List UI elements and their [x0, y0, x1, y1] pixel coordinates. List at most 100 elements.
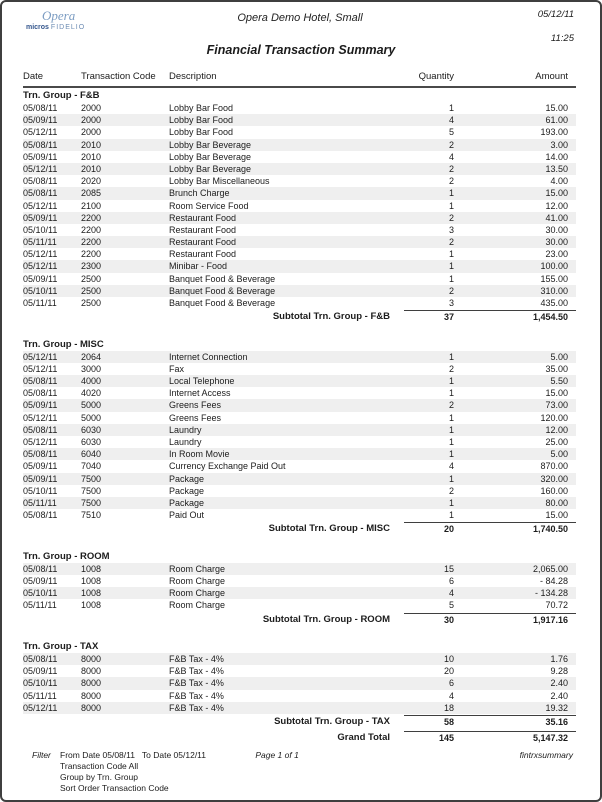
cell-date: 05/10/11 — [23, 224, 58, 235]
cell-date: 05/08/11 — [23, 176, 58, 187]
cell-code: 8000 — [81, 666, 102, 677]
cell-date: 05/12/11 — [23, 261, 58, 272]
cell-quantity: 1 — [448, 424, 454, 435]
hotel-name: Opera Demo Hotel, Small — [237, 12, 363, 24]
cell-description: Room Service Food — [169, 200, 249, 211]
cell-amount: 12.00 — [545, 200, 568, 211]
cell-quantity: 6 — [448, 678, 454, 689]
table-row: 05/09/11 5000 Greens Fees 2 73.00 — [23, 399, 576, 412]
table-row: 05/09/11 2200 Restaurant Food 2 41.00 — [23, 211, 576, 224]
cell-description: Brunch Charge — [169, 188, 230, 199]
table-row: 05/12/11 6030 Laundry 1 25.00 — [23, 436, 576, 448]
table-row: 05/09/11 2010 Lobby Bar Beverage 4 14.00 — [23, 151, 576, 163]
cell-description: Room Charge — [169, 588, 226, 599]
cell-quantity: 2 — [448, 139, 454, 150]
cell-quantity: 2 — [448, 285, 454, 296]
cell-code: 7040 — [81, 461, 102, 472]
cell-description: Lobby Bar Food — [169, 127, 234, 138]
cell-code: 7500 — [81, 485, 102, 496]
column-header-amount: Amount — [535, 71, 568, 82]
table-row: 05/12/11 8000 F&B Tax - 4% 18 19.32 — [23, 701, 576, 714]
cell-quantity: 1 — [448, 249, 454, 260]
cell-description: Restaurant Food — [169, 212, 237, 223]
cell-date: 05/11/11 — [23, 237, 57, 248]
cell-date: 05/12/11 — [23, 351, 58, 362]
cell-date: 05/08/11 — [23, 510, 58, 521]
cell-amount: 30.00 — [545, 237, 568, 248]
cell-code: 2010 — [81, 139, 102, 150]
cell-code: 1008 — [81, 563, 102, 574]
table-row: 05/10/11 2500 Banquet Food & Beverage 2 310.… — [23, 284, 576, 297]
filter-line: Transaction Code All — [60, 761, 139, 771]
cell-amount: 13.50 — [545, 163, 568, 174]
cell-description: Banquet Food & Beverage — [169, 298, 276, 308]
cell-amount: 5.50 — [550, 376, 568, 387]
cell-date: 05/09/11 — [23, 576, 58, 586]
cell-code: 8000 — [81, 654, 102, 665]
cell-quantity: 5 — [448, 600, 454, 611]
group-gap — [23, 537, 576, 549]
cell-quantity: 2 — [448, 237, 454, 248]
table-row: 05/10/11 2200 Restaurant Food 3 30.00 — [23, 224, 576, 236]
table-row: 05/09/11 2500 Banquet Food & Beverage 1 155.… — [23, 273, 576, 285]
cell-date: 05/08/11 — [23, 449, 58, 460]
total-quantity: 37 — [404, 310, 464, 325]
cell-code: 2200 — [81, 237, 102, 248]
table-row: 05/08/11 6030 Laundry 1 12.00 — [23, 423, 576, 436]
cell-date: 05/08/11 — [23, 563, 58, 574]
cell-quantity: 4 — [448, 151, 454, 162]
cell-amount: 15.00 — [545, 103, 568, 113]
cell-quantity: 1 — [448, 449, 454, 460]
group-header: Trn. Group - MISC — [23, 338, 104, 350]
table-row: 05/08/11 6040 In Room Movie 1 5.00 — [23, 448, 576, 461]
table-row: 05/08/11 2010 Lobby Bar Beverage 2 3.00 — [23, 138, 576, 151]
cell-code: 2020 — [81, 176, 102, 187]
opera-logo-text: Opera — [42, 8, 76, 23]
cell-description: Currency Exchange Paid Out — [169, 461, 286, 472]
cell-code: 2500 — [81, 273, 102, 284]
cell-date: 05/11/11 — [23, 690, 57, 701]
table-row: 05/08/11 8000 F&B Tax - 4% 10 1.76 — [23, 653, 576, 666]
cell-description: F&B Tax - 4% — [169, 702, 224, 713]
table-row: 05/10/11 1008 Room Charge 4 - 134.28 — [23, 587, 576, 600]
cell-amount: 2.40 — [550, 678, 568, 689]
cell-quantity: 1 — [448, 497, 454, 508]
table-row: 05/08/11 2085 Brunch Charge 1 15.00 — [23, 187, 576, 200]
cell-amount: 2,065.00 — [532, 563, 568, 574]
subtotal-row: Subtotal Trn. Group - MISC 20 1,740.50 — [23, 522, 576, 537]
cell-date: 05/12/11 — [23, 200, 58, 211]
total-amount: 5,147.32 — [464, 730, 576, 746]
cell-description: Room Charge — [169, 563, 226, 574]
cell-amount: 70.72 — [545, 600, 568, 611]
cell-quantity: 15 — [443, 563, 454, 574]
cell-quantity: 2 — [448, 485, 454, 496]
cell-date: 05/09/11 — [23, 461, 58, 472]
cell-quantity: 1 — [448, 510, 454, 521]
cell-description: Paid Out — [169, 510, 205, 521]
cell-amount: 2.40 — [550, 690, 568, 701]
cell-quantity: 1 — [448, 412, 454, 423]
cell-description: Restaurant Food — [169, 237, 237, 248]
cell-quantity: 1 — [448, 261, 454, 272]
filter-label: Filter — [32, 750, 51, 760]
cell-date: 05/12/11 — [23, 127, 58, 138]
table-row: 05/11/11 2500 Banquet Food & Beverage 3 435.… — [23, 297, 576, 309]
table-row: 05/09/11 1008 Room Charge 6 - 84.28 — [23, 575, 576, 587]
report-header: Opera micros FIDELIO Opera Demo Hotel, S… — [2, 2, 600, 44]
cell-amount: 35.00 — [545, 363, 568, 374]
cell-description: F&B Tax - 4% — [169, 678, 224, 689]
cell-code: 6030 — [81, 424, 102, 435]
cell-code: 7510 — [81, 510, 102, 521]
cell-date: 05/08/11 — [23, 388, 58, 399]
cell-code: 1008 — [81, 576, 102, 586]
cell-amount: 155.00 — [540, 273, 568, 284]
cell-quantity: 2 — [448, 400, 454, 411]
cell-description: Package — [169, 485, 205, 496]
cell-date: 05/09/11 — [23, 115, 58, 126]
cell-amount: 5.00 — [550, 449, 568, 460]
cell-amount: 15.00 — [545, 188, 568, 199]
cell-description: In Room Movie — [169, 449, 230, 460]
cell-date: 05/11/11 — [23, 298, 57, 308]
cell-code: 2200 — [81, 212, 102, 223]
micros-logo-text: micros — [26, 24, 49, 31]
